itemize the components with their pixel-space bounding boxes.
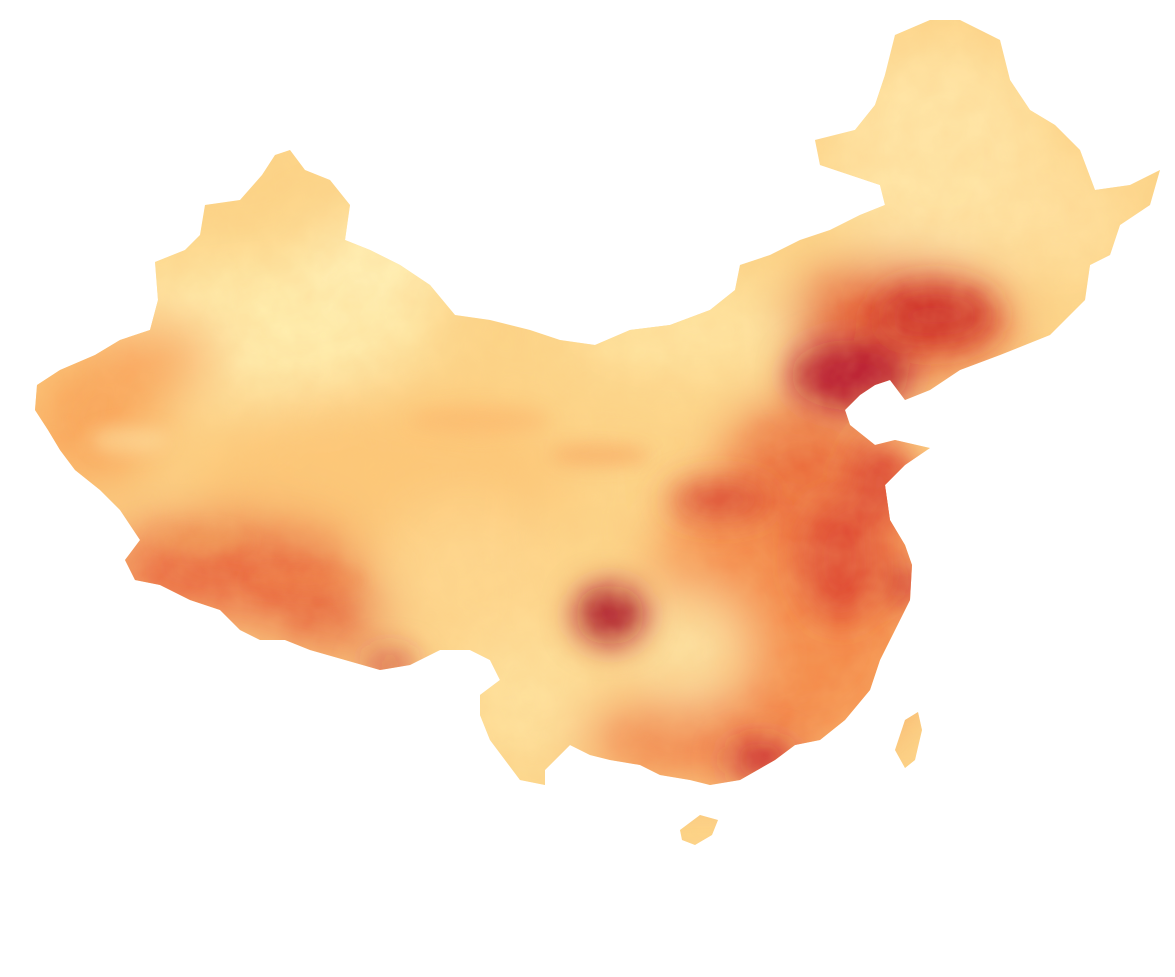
china-heat-map: [35, 20, 1160, 845]
land-area: [35, 20, 1160, 845]
